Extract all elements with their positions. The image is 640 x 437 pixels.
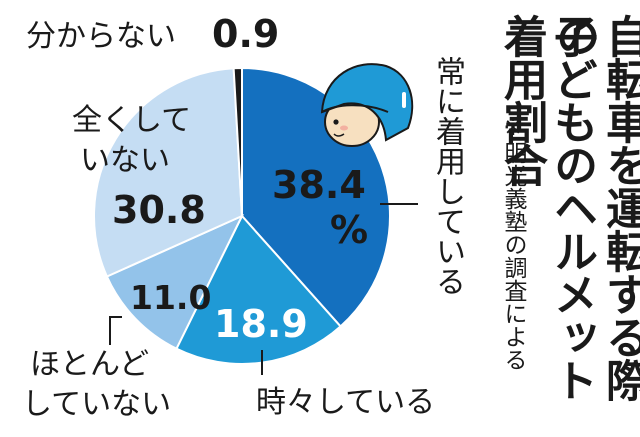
chart-title-line2: 子どものヘルメット着用割合 [496,14,597,401]
label-unknown: 分からない [26,19,176,54]
label-never-line2: いない [80,143,170,178]
pie-slice-unknown [232,66,243,217]
label-sometimes: 時々している [256,385,436,420]
value-always-unit: % [330,208,369,252]
value-sometimes: 18.9 [214,302,308,346]
value-unknown: 0.9 [212,12,280,56]
source-note: ※明光義塾の調査による [500,115,526,371]
pie-slice-rarely [105,213,245,351]
leader-line-rarely [109,316,122,345]
value-always: 38.4 [272,163,366,207]
label-rarely-line2: していない [22,387,172,422]
label-always: 常に着用している [430,56,465,296]
value-rarely: 11.0 [130,278,212,317]
value-never: 30.8 [112,188,206,232]
label-never-line1: 全くして [72,103,192,138]
pie-slice-never [93,67,244,278]
chart-title-line1: 自転車を運転する際の [548,14,640,401]
label-rarely-line1: ほとんど [30,347,150,382]
helmet-child-icon [320,63,414,147]
